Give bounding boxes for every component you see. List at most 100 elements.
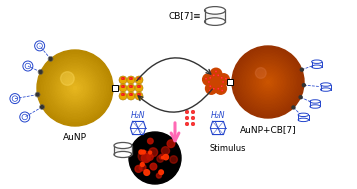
Circle shape <box>302 84 305 87</box>
Text: H₂N: H₂N <box>211 111 225 120</box>
Circle shape <box>258 72 278 92</box>
Circle shape <box>253 68 282 96</box>
Circle shape <box>203 74 214 85</box>
Circle shape <box>58 71 92 105</box>
Circle shape <box>129 85 131 88</box>
FancyArrowPatch shape <box>137 58 211 81</box>
Circle shape <box>149 148 158 157</box>
Circle shape <box>127 92 135 100</box>
Ellipse shape <box>114 142 132 158</box>
Circle shape <box>144 170 150 175</box>
Circle shape <box>255 68 266 78</box>
Text: H₂N: H₂N <box>131 111 145 120</box>
Circle shape <box>139 150 143 154</box>
Circle shape <box>213 88 215 90</box>
Circle shape <box>121 77 123 80</box>
Circle shape <box>129 77 131 80</box>
Circle shape <box>131 85 133 88</box>
Circle shape <box>129 93 131 96</box>
Circle shape <box>70 83 80 93</box>
Circle shape <box>210 68 222 80</box>
Circle shape <box>119 84 127 92</box>
Circle shape <box>191 116 195 120</box>
Circle shape <box>123 93 125 96</box>
Circle shape <box>161 147 170 155</box>
Circle shape <box>49 62 101 114</box>
Circle shape <box>261 75 275 89</box>
Circle shape <box>49 57 52 60</box>
Circle shape <box>51 64 99 112</box>
Circle shape <box>131 77 133 80</box>
Circle shape <box>63 76 87 100</box>
Text: CB[7]≡: CB[7]≡ <box>169 12 201 20</box>
Circle shape <box>233 47 303 117</box>
Circle shape <box>232 46 304 118</box>
Text: AuNP: AuNP <box>63 133 87 142</box>
Circle shape <box>135 76 143 84</box>
Circle shape <box>221 90 223 91</box>
Circle shape <box>130 85 132 88</box>
Text: AuNP+CB[7]: AuNP+CB[7] <box>240 125 296 134</box>
FancyBboxPatch shape <box>112 85 118 91</box>
Circle shape <box>221 77 223 79</box>
Circle shape <box>156 173 161 178</box>
Circle shape <box>239 53 297 111</box>
Circle shape <box>185 116 189 120</box>
Circle shape <box>142 150 145 154</box>
Circle shape <box>248 62 288 102</box>
Circle shape <box>252 66 284 98</box>
Circle shape <box>209 85 211 87</box>
Circle shape <box>137 85 139 88</box>
Circle shape <box>60 73 90 103</box>
Circle shape <box>147 154 153 160</box>
Circle shape <box>267 81 270 83</box>
Circle shape <box>122 77 124 80</box>
Circle shape <box>147 138 153 144</box>
Circle shape <box>157 156 164 162</box>
Circle shape <box>57 70 93 106</box>
Circle shape <box>72 85 78 91</box>
Circle shape <box>242 56 294 108</box>
Circle shape <box>139 77 141 80</box>
Circle shape <box>139 85 141 88</box>
Circle shape <box>127 84 135 92</box>
Circle shape <box>43 56 107 120</box>
Circle shape <box>167 140 175 148</box>
Text: Stimulus: Stimulus <box>210 144 246 153</box>
Circle shape <box>137 93 139 96</box>
Circle shape <box>64 77 86 99</box>
Circle shape <box>241 55 295 109</box>
Circle shape <box>218 74 229 85</box>
Circle shape <box>299 96 302 99</box>
Circle shape <box>256 70 280 94</box>
Circle shape <box>236 50 300 114</box>
Circle shape <box>251 65 285 99</box>
Circle shape <box>217 74 219 76</box>
Circle shape <box>47 61 102 115</box>
Circle shape <box>66 79 84 97</box>
Circle shape <box>119 92 127 100</box>
Circle shape <box>121 85 123 88</box>
Circle shape <box>135 84 143 92</box>
Circle shape <box>127 76 135 84</box>
Ellipse shape <box>311 60 322 69</box>
Circle shape <box>119 76 127 84</box>
Circle shape <box>37 50 113 126</box>
Circle shape <box>300 68 303 71</box>
Circle shape <box>221 85 223 87</box>
Circle shape <box>122 85 124 88</box>
Circle shape <box>40 53 110 123</box>
Ellipse shape <box>320 83 331 91</box>
Circle shape <box>46 59 104 117</box>
Circle shape <box>139 93 141 96</box>
Circle shape <box>243 57 292 106</box>
Circle shape <box>138 150 150 162</box>
Circle shape <box>209 90 211 91</box>
Circle shape <box>39 70 42 74</box>
Ellipse shape <box>204 6 226 26</box>
Circle shape <box>135 165 142 172</box>
Circle shape <box>210 76 222 88</box>
Circle shape <box>41 55 109 122</box>
Circle shape <box>159 170 164 174</box>
Circle shape <box>137 77 139 80</box>
